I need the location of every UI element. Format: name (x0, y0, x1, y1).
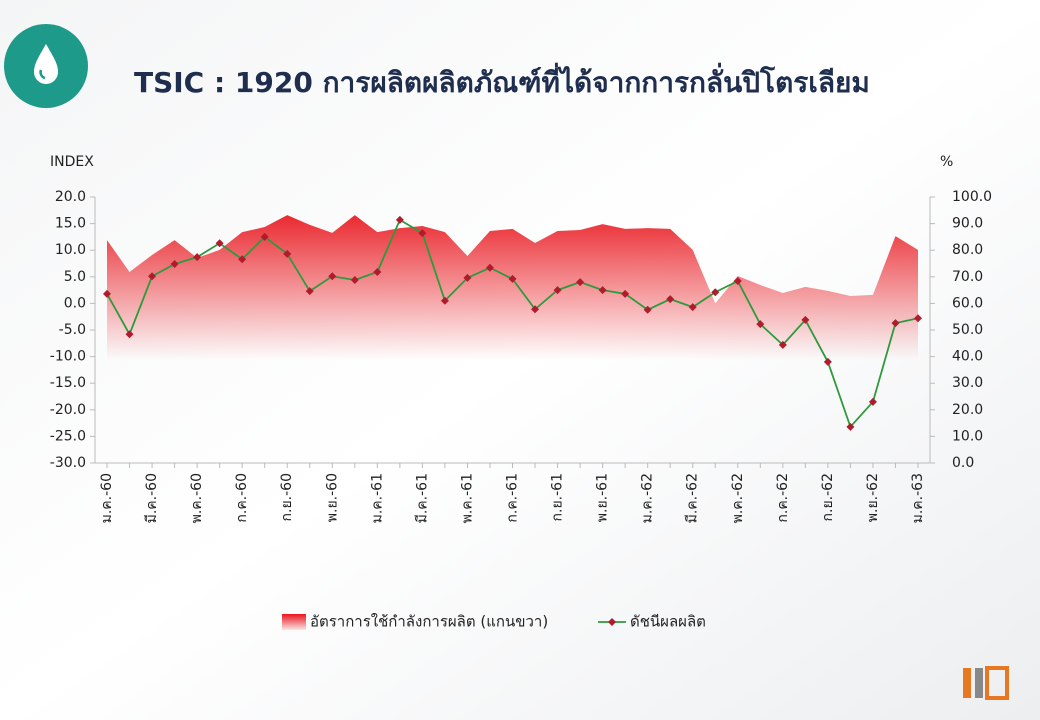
y2-tick-label: 30.0 (952, 375, 983, 391)
x-tick-label: ก.ย.-62 (820, 473, 836, 521)
y2-tick-label: 70.0 (952, 269, 983, 285)
logo (963, 666, 1009, 700)
y2-tick-label: 20.0 (952, 402, 983, 418)
marker (891, 319, 900, 328)
y2-tick-label: 100.0 (952, 189, 992, 205)
marker (621, 289, 630, 298)
marker (688, 303, 697, 312)
x-tick-label: พ.ย.-61 (595, 473, 611, 522)
x-tick-label: มี.ค.-62 (685, 473, 701, 523)
y-tick-label: 15.0 (55, 216, 86, 232)
plot-area (103, 215, 922, 463)
y-tick-label: -20.0 (50, 402, 86, 418)
marker (553, 286, 562, 295)
marker (531, 305, 540, 314)
marker (125, 330, 134, 339)
marker (711, 288, 720, 297)
legend: อัตราการใช้กำลังการผลิต (แกนขวา) ดัชนีผลผ… (282, 613, 706, 631)
marker (846, 422, 855, 431)
y2-tick-label: 90.0 (952, 216, 983, 232)
y-tick-label: -30.0 (50, 455, 86, 471)
area (107, 215, 918, 463)
marker (733, 277, 742, 286)
marker (576, 278, 585, 287)
y2-axis-label: % (940, 154, 953, 170)
marker (485, 263, 494, 272)
logo-box (985, 666, 1009, 700)
marker (148, 272, 157, 281)
y-tick-label: 0.0 (64, 295, 86, 311)
marker (868, 397, 877, 406)
marker (756, 320, 765, 329)
y2-tick-label: 50.0 (952, 322, 983, 338)
marker (170, 260, 179, 269)
marker (283, 249, 292, 258)
legend-marker (608, 618, 616, 626)
legend-swatch (282, 614, 306, 630)
y-tick-label: 5.0 (64, 269, 86, 285)
marker (103, 289, 111, 298)
x-tick-label: มี.ค.-60 (144, 473, 160, 523)
legend-label: อัตราการใช้กำลังการผลิต (แกนขวา) (310, 613, 548, 631)
x-tick-label: พ.ย.-62 (865, 473, 881, 522)
x-tick-label: พ.ค.-60 (189, 473, 205, 523)
x-tick-label: ม.ค.-62 (640, 473, 656, 523)
marker (215, 239, 224, 248)
x-tick-label: ม.ค.-63 (910, 473, 926, 523)
y-tick-label: -10.0 (50, 349, 86, 365)
marker (373, 268, 382, 277)
y-tick-label: 20.0 (55, 189, 86, 205)
x-tick-label: ก.ค.-62 (775, 473, 791, 523)
x-tick-label: พ.ค.-61 (459, 473, 475, 523)
marker (193, 253, 202, 262)
marker (350, 275, 359, 284)
marker (260, 232, 269, 241)
y2-tick-label: 40.0 (952, 349, 983, 365)
x-tick-label: พ.ค.-62 (730, 473, 746, 523)
x-tick-label: ม.ค.-61 (369, 473, 385, 523)
x-tick-label: ก.ค.-60 (234, 473, 250, 523)
x-tick-label: ก.ย.-61 (550, 473, 566, 521)
marker (666, 295, 675, 304)
marker (305, 287, 314, 296)
marker (440, 296, 449, 305)
marker (238, 255, 247, 264)
y2-tick-label: 80.0 (952, 242, 983, 258)
marker (395, 215, 404, 224)
y2-tick-label: 10.0 (952, 428, 983, 444)
x-tick-label: มี.ค.-61 (414, 473, 430, 523)
x-tick-label: ก.ค.-61 (505, 473, 521, 523)
logo-bar (963, 668, 971, 698)
marker (801, 315, 810, 324)
y-tick-label: -15.0 (50, 375, 86, 391)
marker (598, 286, 607, 295)
marker (778, 340, 787, 349)
marker (463, 273, 472, 282)
marker (643, 305, 652, 314)
marker (508, 274, 517, 283)
logo-bar (975, 668, 983, 698)
y-tick-label: -5.0 (59, 322, 86, 338)
marker (418, 229, 427, 238)
legend-label: ดัชนีผลผลิต (630, 613, 706, 631)
icon-shine (39, 69, 46, 80)
x-tick-label: ม.ค.-60 (99, 473, 115, 523)
y-tick-label: -25.0 (50, 428, 86, 444)
marker (914, 314, 922, 323)
y-axis-label: INDEX (50, 154, 94, 170)
y-tick-label: 10.0 (55, 242, 86, 258)
y2-tick-label: 60.0 (952, 295, 983, 311)
x-tick-label: พ.ย.-60 (324, 473, 340, 522)
x-tick-label: ก.ย.-60 (279, 473, 295, 521)
chart-title: TSIC : 1920 การผลิตผลิตภัณฑ์ที่ได้จากการ… (134, 62, 870, 99)
marker (328, 272, 337, 281)
marker (823, 357, 832, 366)
y2-tick-label: 0.0 (952, 455, 974, 471)
